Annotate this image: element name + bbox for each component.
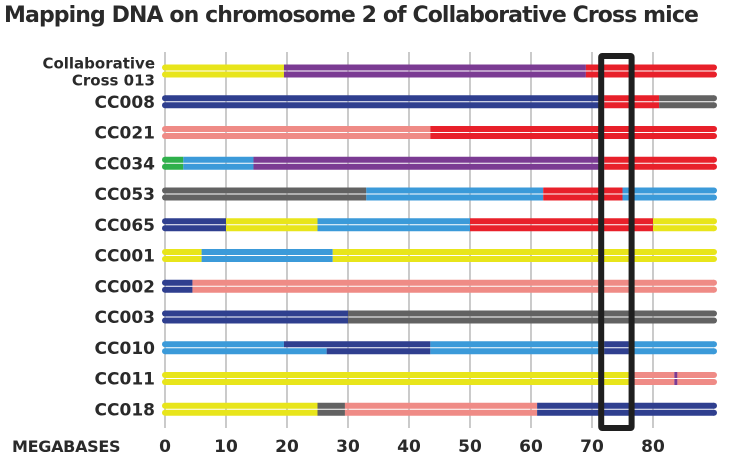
strain-label: CC018: [95, 400, 155, 420]
segment-cap: [162, 310, 168, 317]
strain-label: CC065: [95, 216, 155, 236]
x-tick-label: 70: [580, 437, 604, 457]
strain-label: CC003: [95, 308, 155, 328]
x-tick-label: 10: [214, 437, 238, 457]
strain-label: CC011: [95, 370, 155, 390]
x-tick-label: 60: [519, 437, 543, 457]
segment-cap: [711, 133, 717, 139]
x-tick-label: 80: [641, 437, 665, 457]
segment-cap: [162, 194, 168, 201]
strain-label: CC053: [95, 185, 155, 205]
segment-cap: [711, 372, 717, 378]
segment-cap: [162, 95, 168, 102]
segment-cap: [162, 187, 168, 194]
strain-label: Collaborative: [42, 55, 155, 73]
segment-cap: [162, 317, 168, 324]
highlight-box: [598, 53, 635, 431]
segment-cap: [162, 372, 168, 378]
segment-cap: [162, 249, 168, 255]
chart-title: Mapping DNA on chromosome 2 of Collabora…: [4, 3, 699, 28]
segment-cap: [711, 348, 717, 355]
segment-cap: [711, 156, 717, 163]
segment-cap: [711, 102, 717, 109]
strain-label: CC034: [95, 154, 156, 174]
segment-cap: [711, 163, 717, 170]
segment-cap: [711, 225, 717, 232]
segment-cap: [162, 341, 168, 348]
strain-label: CC010: [95, 339, 156, 359]
segment-cap: [711, 64, 717, 71]
segment-cap: [162, 71, 168, 78]
strain-label: CC002: [95, 277, 155, 297]
segment-cap: [711, 402, 717, 409]
segment-cap: [711, 310, 717, 317]
segment-cap: [711, 187, 717, 194]
segment-cap: [162, 156, 168, 163]
segment-cap: [711, 286, 717, 293]
segment-cap: [711, 341, 717, 348]
x-tick-label: 0: [159, 437, 171, 457]
segment-cap: [162, 133, 168, 139]
segment-cap: [162, 218, 168, 225]
segment-cap: [711, 256, 717, 262]
segment-cap: [711, 194, 717, 201]
segment-cap: [711, 95, 717, 102]
segment-cap: [711, 379, 717, 385]
gridlines: [164, 52, 654, 428]
segment-cap: [162, 64, 168, 71]
strain-label: CC008: [95, 93, 155, 113]
chromosome-bars: [162, 64, 717, 416]
segment-cap: [162, 225, 168, 232]
segment-cap: [162, 379, 168, 385]
segment-cap: [162, 102, 168, 109]
x-tick-label: 50: [458, 437, 482, 457]
segment-cap: [162, 286, 168, 293]
highlight-region: [598, 53, 635, 431]
segment-cap: [162, 402, 168, 409]
segment-cap: [711, 218, 717, 225]
segment-cap: [711, 71, 717, 78]
x-tick-label: 20: [275, 437, 299, 457]
segment-cap: [711, 409, 717, 416]
strain-label: CC001: [95, 247, 155, 267]
segment-cap: [162, 279, 168, 286]
segment-cap: [711, 249, 717, 255]
strain-label: Cross 013: [72, 72, 155, 90]
segment-cap: [162, 163, 168, 170]
x-axis-label: MEGABASES: [12, 437, 120, 456]
segment-cap: [162, 126, 168, 132]
x-axis: MEGABASES 0 10 20 30 40 50 60 70 80: [12, 437, 665, 457]
segment-cap: [711, 317, 717, 324]
segment-cap: [162, 348, 168, 355]
segment-cap: [162, 256, 168, 262]
segment-cap: [711, 126, 717, 132]
strain-label: CC021: [95, 124, 155, 144]
segment-cap: [162, 409, 168, 416]
segment-cap: [711, 279, 717, 286]
x-tick-label: 40: [397, 437, 421, 457]
x-tick-label: 30: [336, 437, 360, 457]
